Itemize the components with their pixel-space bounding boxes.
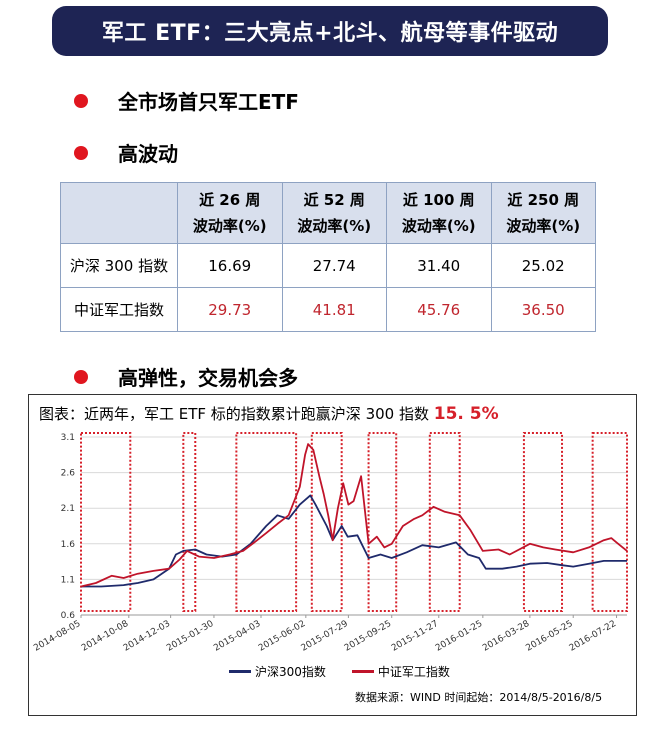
legend-swatch — [351, 670, 374, 673]
highlight-period-box — [80, 432, 132, 612]
table-cell: 36.50 — [490, 287, 596, 332]
table-header-cell: 近 26 周波动率(%) — [177, 182, 283, 244]
chart-title-text: 图表：近两年，军工 ETF 标的指数累计跑赢沪深 300 指数 — [39, 405, 429, 423]
x-tick-label: 2015-09-25 — [343, 619, 393, 654]
bullet-text: 高弹性，交易机会多 — [118, 366, 298, 390]
y-tick-label: 0.6 — [61, 611, 76, 621]
highlight-period-box — [235, 432, 298, 612]
volatility-table: 近 26 周波动率(%) 近 52 周波动率(%) 近 100 周波动率(%) … — [60, 182, 596, 332]
highlight-period-box — [591, 432, 629, 612]
table-header-cell: 近 100 周波动率(%) — [386, 182, 492, 244]
bullet-high-elasticity: 高弹性，交易机会多 — [74, 362, 298, 391]
bullet-text: 高波动 — [118, 142, 178, 166]
red-dot-icon — [74, 369, 88, 384]
x-tick-label: 2015-01-30 — [165, 619, 216, 654]
legend-swatch — [229, 670, 251, 673]
chart-legend: 沪深300指数 中证军工指数 — [229, 663, 476, 680]
banner-title: 军工 ETF：三大亮点+北斗、航母等事件驱动 — [52, 6, 608, 56]
military-index-line — [80, 443, 628, 588]
table-cell: 16.69 — [177, 243, 283, 288]
row-label: 沪深 300 指数 — [60, 243, 178, 288]
y-tick-label: 2.6 — [61, 469, 76, 479]
table-cell: 29.73 — [177, 287, 283, 332]
bullet-text: 全市场首只军工ETF — [118, 90, 299, 114]
x-tick-label: 2016-03-28 — [481, 619, 532, 654]
chart-panel: 图表：近两年，军工 ETF 标的指数累计跑赢沪深 300 指数 15. 5% 0… — [28, 394, 637, 716]
legend-item: 中证军工指数 — [351, 663, 450, 680]
table-row: 沪深 300 指数 16.69 27.74 31.40 25.02 — [60, 243, 596, 288]
highlight-period-box — [522, 432, 564, 612]
legend-item: 沪深300指数 — [229, 663, 326, 680]
y-tick-label: 2.1 — [61, 504, 75, 514]
chart-source-note: 数据来源：WIND 时间起始：2014/8/5-2016/8/5 — [355, 691, 603, 704]
legend-label: 沪深300指数 — [255, 665, 326, 679]
table-row: 中证军工指数 29.73 41.81 45.76 36.50 — [60, 287, 596, 332]
highlight-period-box — [428, 432, 461, 612]
x-tick-label: 2016-01-25 — [434, 619, 484, 654]
chart-title: 图表：近两年，军工 ETF 标的指数累计跑赢沪深 300 指数 15. 5% — [39, 403, 499, 424]
highlight-period-box — [182, 432, 197, 612]
table-header-row: 近 26 周波动率(%) 近 52 周波动率(%) 近 100 周波动率(%) … — [60, 182, 596, 244]
legend-label: 中证军工指数 — [377, 665, 450, 679]
row-label: 中证军工指数 — [60, 287, 178, 332]
chart-title-highlight: 15. 5% — [433, 404, 499, 424]
bullet-high-volatility: 高波动 — [74, 138, 178, 167]
table-cell: 25.02 — [490, 243, 596, 288]
red-dot-icon — [74, 93, 88, 108]
x-tick-label: 2014-08-05 — [32, 619, 82, 654]
table-cell: 31.40 — [386, 243, 492, 288]
line-chart: 0.61.11.62.12.63.12014-08-052014-10-0820… — [32, 432, 629, 654]
table-corner-cell — [60, 182, 178, 244]
x-tick-label: 2015-04-03 — [212, 619, 262, 654]
red-dot-icon — [74, 145, 88, 160]
y-tick-label: 1.1 — [61, 575, 75, 585]
y-tick-label: 1.6 — [61, 540, 76, 550]
table-cell: 41.81 — [281, 287, 387, 332]
table-header-cell: 近 250 周波动率(%) — [490, 182, 596, 244]
y-tick-label: 3.1 — [61, 433, 75, 443]
csi300-line — [81, 494, 627, 588]
highlight-period-box — [367, 432, 398, 612]
x-tick-label: 2016-05-25 — [524, 619, 574, 654]
table-cell: 27.74 — [281, 243, 387, 288]
x-tick-label: 2015-07-29 — [300, 619, 351, 654]
x-tick-label: 2015-06-02 — [257, 619, 307, 654]
x-tick-label: 2014-12-03 — [122, 619, 172, 654]
table-cell: 45.76 — [386, 287, 492, 332]
x-tick-label: 2016-07-22 — [568, 619, 618, 654]
bullet-market-first: 全市场首只军工ETF — [74, 86, 299, 115]
table-header-cell: 近 52 周波动率(%) — [281, 182, 387, 244]
x-tick-label: 2015-11-27 — [390, 619, 440, 654]
